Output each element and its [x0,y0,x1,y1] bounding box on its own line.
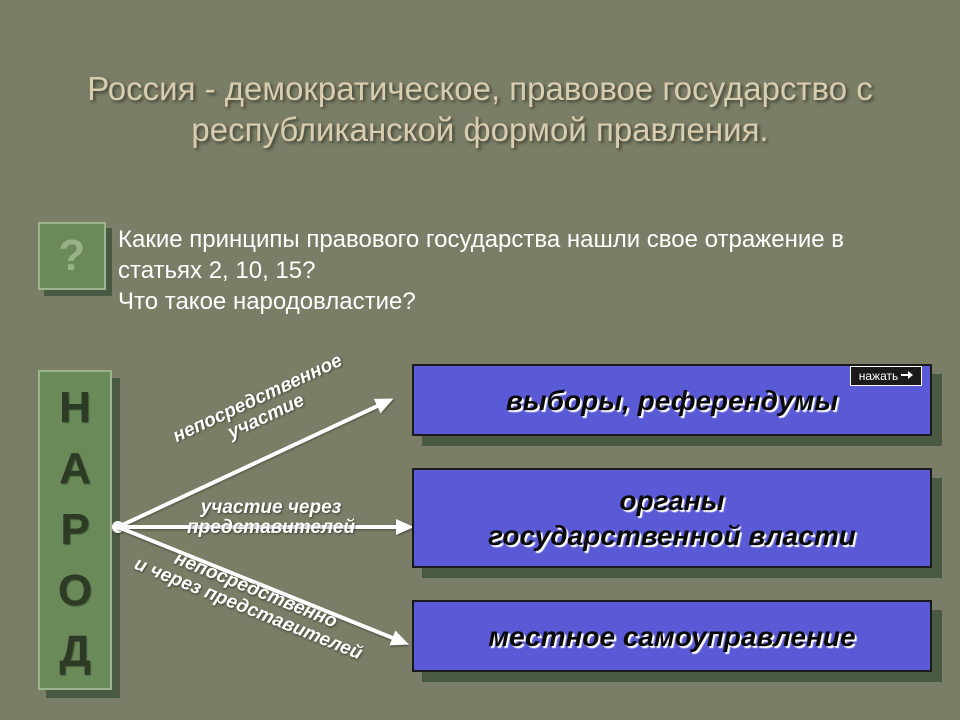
press-label: нажать [859,369,899,383]
box2-text-a: органы [619,483,724,518]
arrow-2-label-1: участие через [187,498,355,518]
question-line-2: Что такое народовластие? [118,286,920,317]
narod-l4: О [58,566,92,616]
arrow-2-label-2: представителей [187,518,355,538]
arrow-3-head [389,630,412,652]
slide-root: Россия - демократическое, правовое госуд… [0,0,960,720]
narod-box: Н А Р О Д [38,370,112,690]
box-state-bodies: органы государственной власти [412,468,932,568]
arrow-3-label: непосредственно и через представителей [131,536,372,664]
narod-l2: А [59,444,91,494]
arrow-1-head [374,391,397,413]
arrow-3-label-1: непосредственно [139,536,372,646]
q-glyph: ? [59,231,86,281]
press-button[interactable]: нажать [850,366,922,386]
box2-text-b: государственной власти [488,518,856,553]
title-text: Россия - демократическое, правовое госуд… [87,70,873,148]
box1-text: выборы, референдумы [506,383,838,418]
question-text: Какие принципы правового государства наш… [118,224,920,318]
box3-text: местное самоуправление [488,619,855,654]
narod-l3: Р [60,505,89,555]
box-local-government: местное самоуправление [412,600,932,672]
question-line-1: Какие принципы правового государства наш… [118,224,920,286]
question-mark-icon: ? [38,222,106,290]
arrow-right-icon [901,369,913,383]
narod-l1: Н [59,383,91,433]
slide-title: Россия - демократическое, правовое госуд… [60,68,900,151]
arrow-1-label: непосредственное участие [170,351,354,465]
narod-l5: Д [59,627,90,677]
arrow-2-label: участие через представителей [187,498,355,538]
